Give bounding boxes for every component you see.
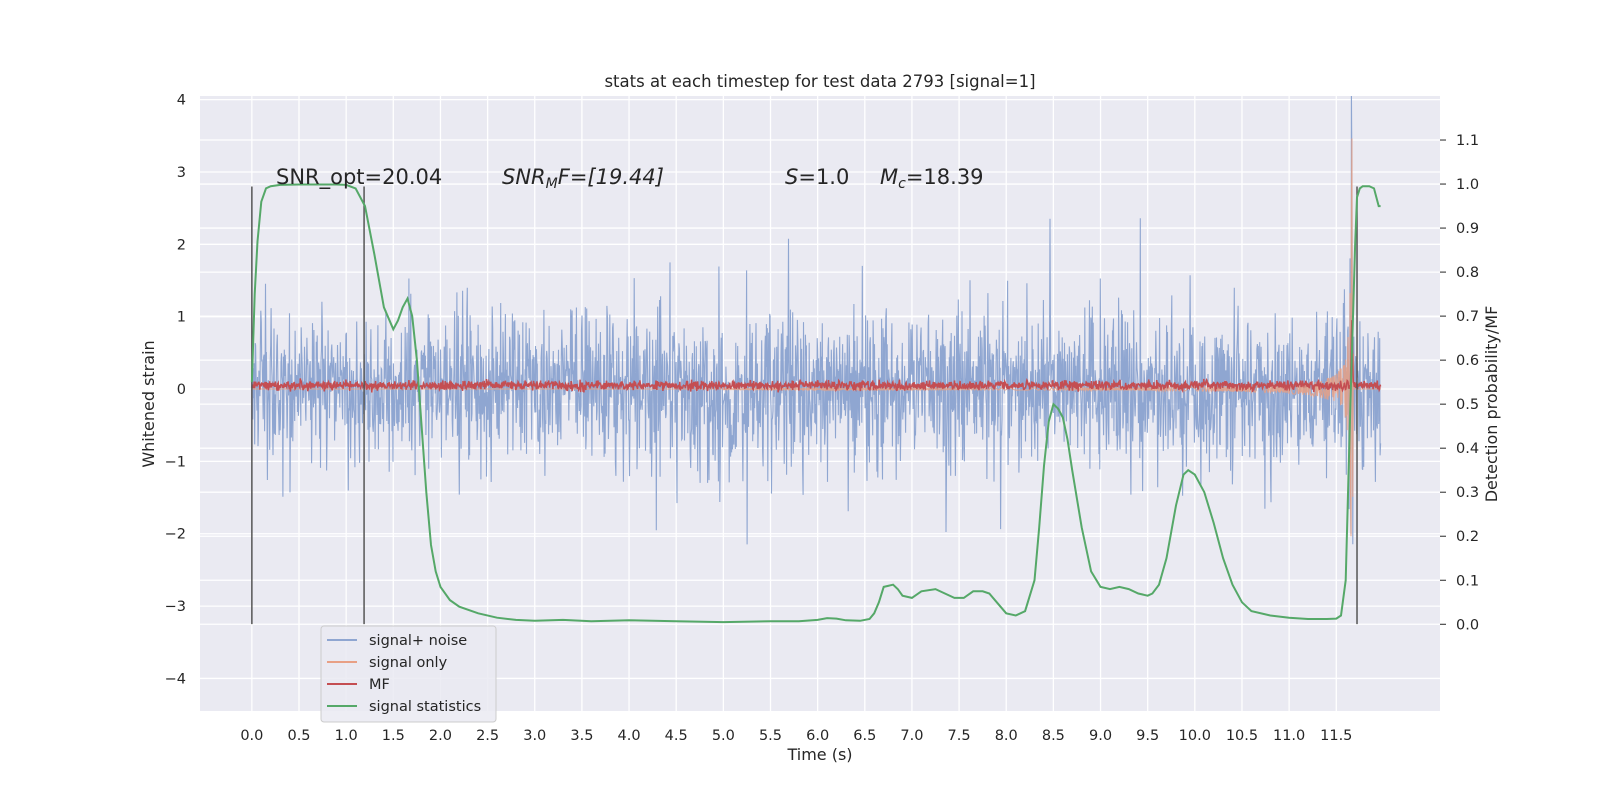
series-signal-statistics [250, 183, 1381, 624]
y-right-tick-label: 0.4 [1456, 441, 1479, 457]
legend: signal+ noise signal only MF signal stat… [320, 625, 497, 723]
y-tick-label: 2 [177, 237, 186, 253]
x-tick-label: 1.0 [335, 728, 358, 744]
legend-label-mf: MF [369, 677, 390, 693]
annotation-mc: Mc=18.39 [880, 165, 984, 192]
y-tick-label: −2 [165, 527, 186, 543]
x-tick-label: 5.0 [712, 728, 735, 744]
x-tick-label: 7.5 [948, 728, 971, 744]
y-right-tick-label: 0.0 [1456, 617, 1479, 633]
x-tick-label: 7.0 [900, 728, 923, 744]
x-tick-label: 0.5 [287, 728, 310, 744]
y-tick-label: 3 [177, 165, 186, 181]
line-signal-statistics [250, 183, 1381, 624]
y-right-tick-label: 0.5 [1456, 397, 1479, 413]
y-axis-label: Whitened strain [139, 340, 158, 467]
legend-label-signal-noise: signal+ noise [369, 633, 467, 649]
x-tick-label: 9.5 [1136, 728, 1159, 744]
annotation-mc-sub: c [898, 176, 906, 192]
annotation-snr-opt: SNR_opt=20.04 [276, 165, 442, 190]
annotation-mc-sym: M [880, 165, 898, 189]
y-axis-right-label: Detection probability/MF [1482, 306, 1501, 503]
series-mf [251, 320, 1382, 394]
x-axis-ticks: 0.0 0.5 1.0 1.5 2.0 2.5 3.0 3.5 4.0 4.5 5.0 5.5 6.0 6… [240, 728, 1352, 744]
annotation-snr-mf-base: SNR [502, 165, 546, 189]
y-tick-label: 4 [177, 93, 186, 109]
x-tick-label: 6.5 [853, 728, 876, 744]
y-right-tick-label: 0.1 [1456, 573, 1479, 589]
x-tick-label: 6.0 [806, 728, 829, 744]
annotation-snr-mf: SNRMF=[19.44] [502, 165, 664, 192]
annotation-s-sym: S [785, 165, 798, 189]
annotation-mc-val: =18.39 [906, 165, 984, 189]
y-right-tick-label: 0.9 [1456, 221, 1479, 237]
y-right-tick-label: 0.2 [1456, 529, 1479, 545]
x-tick-label: 9.0 [1089, 728, 1112, 744]
annotation-s: S=1.0 [785, 165, 849, 189]
x-tick-label: 4.0 [618, 728, 641, 744]
y-right-tick-label: 0.7 [1456, 309, 1479, 325]
x-tick-label: 8.5 [1042, 728, 1065, 744]
x-tick-label: 5.5 [759, 728, 782, 744]
y-axis-ticks: 4 3 2 1 0 −1 −2 −3 −4 [165, 93, 186, 688]
legend-label-signal-statistics: signal statistics [369, 699, 481, 715]
x-tick-label: 4.5 [665, 728, 688, 744]
x-tick-label: 3.0 [523, 728, 546, 744]
x-tick-label: 8.0 [995, 728, 1018, 744]
line-mf [251, 320, 1382, 394]
y-tick-label: 1 [177, 310, 186, 326]
y-tick-label: −1 [165, 454, 186, 470]
x-tick-label: 10.0 [1179, 728, 1211, 744]
y-right-tick-label: 1.0 [1456, 177, 1479, 193]
y-right-tick-label: 0.8 [1456, 265, 1479, 281]
x-tick-label: 0.0 [240, 728, 263, 744]
annotation-snr-mf-sub: M [546, 176, 558, 192]
x-tick-label: 2.5 [476, 728, 499, 744]
legend-label-signal-only: signal only [369, 655, 448, 671]
annotation-s-val: =1.0 [798, 165, 849, 189]
legend-box [320, 625, 497, 723]
y-right-tick-label: 1.1 [1456, 133, 1479, 149]
y-tick-label: 0 [177, 382, 186, 398]
annotation-snr-mf-rest: F=[19.44] [558, 165, 664, 189]
x-tick-label: 11.0 [1273, 728, 1305, 744]
y-tick-label: −3 [165, 599, 186, 615]
x-tick-label: 3.5 [570, 728, 593, 744]
y-tick-label: −4 [165, 671, 186, 687]
x-tick-label: 2.0 [429, 728, 452, 744]
y-right-tick-label: 0.3 [1456, 485, 1479, 501]
y-right-tick-label: 0.6 [1456, 353, 1479, 369]
vertical-markers [251, 186, 1358, 625]
x-tick-label: 10.5 [1226, 728, 1258, 744]
y-axis-right-ticks: 1.1 1.0 0.9 0.8 0.7 0.6 0.5 0.4 0.3 0.2 0.1 0.0 [1440, 133, 1479, 633]
x-tick-label: 1.5 [382, 728, 405, 744]
x-axis-label: Time (s) [786, 745, 852, 764]
x-tick-label: 11.5 [1320, 728, 1352, 744]
chart-title: stats at each timestep for test data 279… [604, 72, 1035, 91]
